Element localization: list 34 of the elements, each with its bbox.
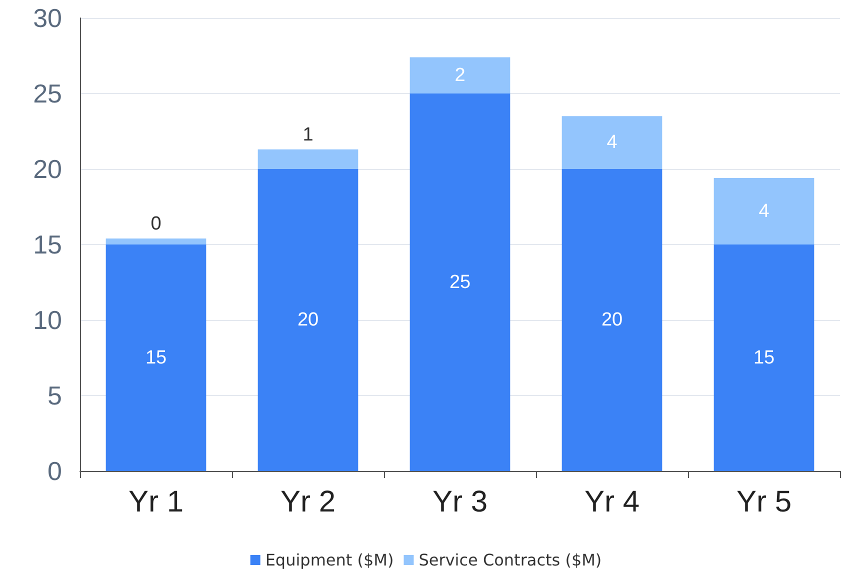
data-label: 1 bbox=[302, 124, 314, 146]
x-tick-label: Yr 1 bbox=[128, 486, 184, 518]
bar bbox=[258, 169, 358, 471]
legend-label: Service Contracts ($M) bbox=[418, 550, 602, 570]
y-tick-label: 0 bbox=[48, 456, 62, 486]
x-tick-label: Yr 3 bbox=[432, 486, 488, 518]
data-label: 4 bbox=[758, 200, 770, 222]
x-tick-label: Yr 2 bbox=[280, 486, 336, 518]
bar bbox=[106, 244, 206, 471]
bar bbox=[258, 149, 358, 169]
bar bbox=[410, 57, 510, 94]
bar bbox=[562, 116, 662, 169]
y-tick-label: 10 bbox=[33, 305, 62, 335]
bar bbox=[410, 94, 510, 471]
y-tick-label: 5 bbox=[48, 380, 62, 410]
y-tick-label: 20 bbox=[33, 154, 62, 184]
x-tick-label: Yr 4 bbox=[584, 486, 640, 518]
legend-label: Equipment ($M) bbox=[265, 550, 394, 570]
y-tick-label: 25 bbox=[33, 78, 62, 108]
data-label: 20 bbox=[601, 310, 623, 330]
data-label: 25 bbox=[449, 272, 471, 293]
data-label: 15 bbox=[753, 347, 775, 368]
data-label: 15 bbox=[145, 347, 167, 368]
bar bbox=[714, 178, 814, 244]
data-label: 2 bbox=[454, 64, 466, 86]
data-label: 20 bbox=[297, 310, 319, 330]
bar bbox=[562, 169, 662, 471]
y-tick-label: 15 bbox=[33, 230, 62, 260]
y-tick-label: 30 bbox=[33, 3, 62, 33]
x-tick-label: Yr 5 bbox=[736, 486, 792, 518]
bar bbox=[106, 238, 206, 244]
bar bbox=[714, 244, 814, 471]
data-label: 0 bbox=[150, 213, 162, 234]
data-label: 4 bbox=[606, 132, 618, 154]
